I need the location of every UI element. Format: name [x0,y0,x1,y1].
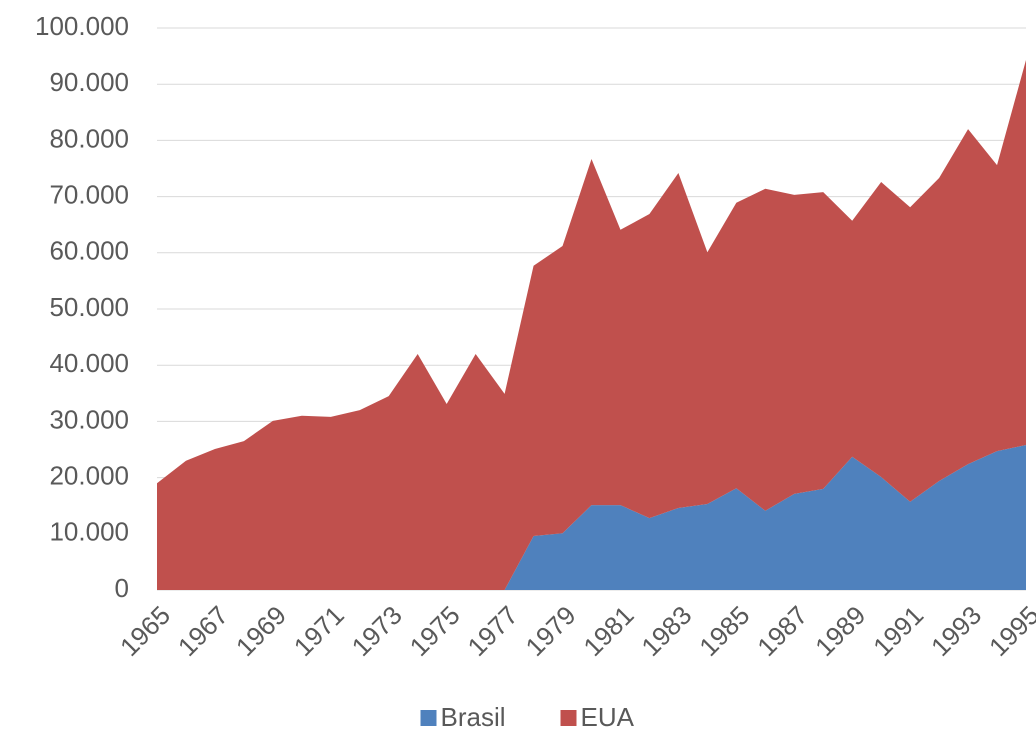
x-tick-label: 1979 [520,600,582,662]
y-tick-label: 10.000 [49,517,129,547]
x-tick-label: 1983 [635,600,697,662]
y-tick-label: 100.000 [35,11,129,41]
x-tick-label: 1969 [230,600,292,662]
x-tick-label: 1987 [751,600,813,662]
x-tick-label: 1967 [172,600,234,662]
legend: Brasil EUA [420,702,635,732]
y-tick-label: 70.000 [49,179,129,209]
y-tick-label: 90.000 [49,67,129,97]
y-tick-label: 50.000 [49,292,129,322]
legend-swatch [560,710,577,726]
legend-label: Brasil [441,702,506,732]
y-tick-label: 30.000 [49,404,129,434]
x-tick-label: 1977 [462,600,524,662]
x-tick-label: 1985 [693,600,755,662]
x-tick-label: 1995 [983,600,1036,662]
y-tick-label: 40.000 [49,348,129,378]
x-tick-label: 1981 [577,600,639,662]
y-tick-label: 80.000 [49,123,129,153]
area [157,60,1026,591]
x-tick-label: 1965 [114,600,176,662]
x-tick-label: 1973 [346,600,408,662]
legend-label: EUA [581,702,635,732]
x-tick-label: 1975 [404,600,466,662]
x-tick-label: 1989 [809,600,871,662]
area [157,445,1026,590]
x-tick-label: 1993 [925,600,987,662]
legend-swatch [420,710,437,726]
y-tick-label: 20.000 [49,460,129,490]
y-tick-label: 0 [115,573,129,603]
x-tick-label: 1991 [867,600,929,662]
y-tick-label: 60.000 [49,236,129,266]
x-tick-label: 1971 [288,600,350,662]
